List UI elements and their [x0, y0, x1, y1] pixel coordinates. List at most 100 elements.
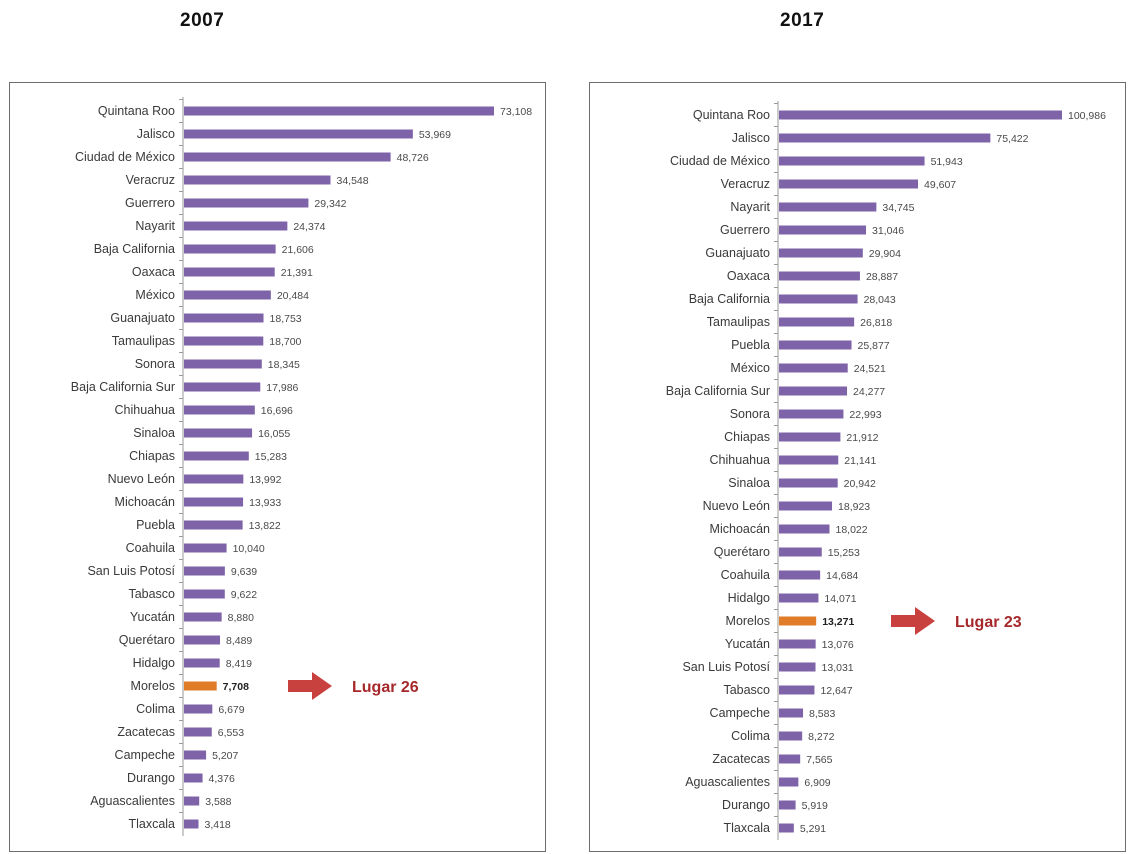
- value-label: 21,391: [281, 267, 313, 279]
- category-label: Morelos: [726, 614, 770, 628]
- category-label: Durango: [127, 771, 175, 785]
- value-label: 18,345: [268, 359, 300, 371]
- value-label: 24,521: [854, 363, 886, 375]
- value-label: 34,745: [882, 202, 914, 214]
- category-label: Tamaulipas: [112, 334, 175, 348]
- value-label: 9,622: [231, 589, 257, 601]
- value-label: 28,043: [864, 294, 896, 306]
- category-label: Nayarit: [135, 219, 175, 233]
- category-label: Baja California Sur: [71, 380, 175, 394]
- category-label: Nuevo León: [108, 472, 175, 486]
- category-label: Sinaloa: [728, 476, 770, 490]
- value-label: 5,207: [212, 750, 238, 762]
- category-label: Chiapas: [129, 449, 175, 463]
- category-label: Tabasco: [128, 587, 175, 601]
- bar: [184, 313, 264, 323]
- value-label: 8,489: [226, 635, 252, 647]
- category-label: Sonora: [135, 357, 175, 371]
- value-label: 6,909: [804, 777, 830, 789]
- value-label: 8,272: [808, 731, 834, 743]
- value-label: 18,700: [269, 336, 301, 348]
- value-label: 15,283: [255, 451, 287, 463]
- category-label: Oaxaca: [132, 265, 175, 279]
- chart-panel-2017: Quintana Roo 100,986 Jalisco 75,422 Ciudad d…: [589, 82, 1126, 852]
- bar: [184, 635, 220, 645]
- category-label: Zacatecas: [117, 725, 175, 739]
- bar: [779, 823, 794, 833]
- value-label: 29,342: [314, 198, 346, 210]
- bar: [184, 566, 225, 576]
- value-label: 34,548: [336, 175, 368, 187]
- bar: [779, 409, 844, 419]
- category-label: San Luis Potosí: [87, 564, 175, 578]
- bar: [779, 271, 860, 281]
- value-label: 16,055: [258, 428, 290, 440]
- value-label: 8,880: [228, 612, 254, 624]
- category-label: Baja California Sur: [666, 384, 770, 398]
- value-label: 18,923: [838, 501, 870, 513]
- category-label: Tlaxcala: [128, 817, 175, 831]
- bar: [779, 731, 803, 741]
- chart-title-2017: 2017: [780, 10, 825, 31]
- bar: [779, 110, 1062, 120]
- category-label: Zacatecas: [712, 752, 770, 766]
- category-label: Quintana Roo: [98, 104, 175, 118]
- right-arrow-icon: [288, 672, 332, 700]
- bar: [779, 133, 991, 143]
- bar: [184, 359, 262, 369]
- category-label: Sinaloa: [133, 426, 175, 440]
- category-label: Baja California: [94, 242, 175, 256]
- category-label: Tlaxcala: [723, 821, 770, 835]
- bar: [184, 658, 220, 668]
- bar: [779, 754, 801, 764]
- bar: [184, 221, 288, 231]
- category-label: México: [135, 288, 175, 302]
- bar: [779, 156, 925, 166]
- bar: [184, 198, 309, 208]
- value-label: 7,708: [223, 681, 249, 693]
- bar: [184, 405, 255, 415]
- value-label: 20,484: [277, 290, 309, 302]
- category-label: Hidalgo: [728, 591, 770, 605]
- value-label: 24,374: [293, 221, 325, 233]
- value-label: 8,419: [226, 658, 252, 670]
- category-label: Veracruz: [126, 173, 175, 187]
- category-label: Michoacán: [115, 495, 175, 509]
- bar: [779, 800, 796, 810]
- value-label: 3,588: [205, 796, 231, 808]
- rank-annotation: Lugar 26: [352, 679, 419, 696]
- value-label: 18,022: [836, 524, 868, 536]
- bar-highlight: [184, 681, 217, 691]
- category-label: Oaxaca: [727, 269, 770, 283]
- category-label: Tabasco: [723, 683, 770, 697]
- value-label: 75,422: [996, 133, 1028, 145]
- value-label: 17,986: [266, 382, 298, 394]
- category-label: Querétaro: [119, 633, 175, 647]
- value-label: 22,993: [849, 409, 881, 421]
- category-label: Chihuahua: [115, 403, 176, 417]
- bar: [184, 152, 391, 162]
- category-label: Querétaro: [714, 545, 770, 559]
- value-label: 13,992: [249, 474, 281, 486]
- value-label: 21,606: [282, 244, 314, 256]
- value-label: 73,108: [500, 106, 532, 118]
- chart-title-2007: 2007: [180, 10, 225, 31]
- bar: [779, 662, 816, 672]
- value-label: 3,418: [204, 819, 230, 831]
- category-label: Ciudad de México: [75, 150, 175, 164]
- category-label: Campeche: [710, 706, 770, 720]
- bar: [184, 497, 244, 507]
- category-label: Colima: [136, 702, 175, 716]
- bar: [184, 336, 264, 346]
- bar: [184, 244, 276, 254]
- category-label: Guerrero: [125, 196, 175, 210]
- bar: [779, 386, 848, 396]
- value-label: 21,912: [846, 432, 878, 444]
- category-label: Yucatán: [725, 637, 770, 651]
- bar: [184, 290, 271, 300]
- value-label: 31,046: [872, 225, 904, 237]
- category-label: Nuevo León: [703, 499, 770, 513]
- value-label: 13,271: [822, 616, 854, 628]
- category-label: Chihuahua: [710, 453, 771, 467]
- value-label: 15,253: [828, 547, 860, 559]
